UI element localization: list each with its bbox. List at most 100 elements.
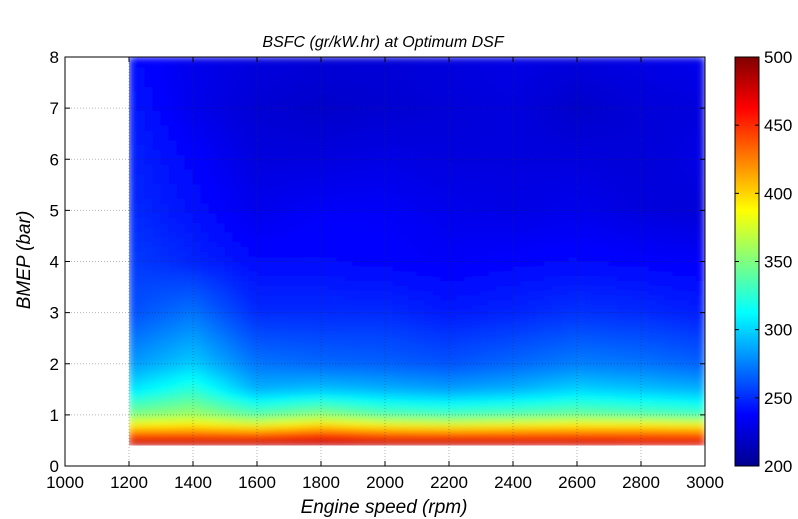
heatmap-cell xyxy=(416,95,426,102)
heatmap-cell xyxy=(272,333,282,340)
heatmap-cell xyxy=(560,362,570,369)
heatmap-cell xyxy=(608,163,618,170)
heatmap-cell xyxy=(264,109,274,116)
heatmap-cell xyxy=(352,250,362,257)
heatmap-cell xyxy=(544,231,554,238)
heatmap-cell xyxy=(440,250,450,257)
heatmap-cell xyxy=(272,284,282,291)
heatmap-cell xyxy=(129,255,138,262)
heatmap-cell xyxy=(592,57,602,63)
heatmap-cell xyxy=(344,265,354,272)
heatmap-cell xyxy=(288,119,298,126)
heatmap-cell xyxy=(424,299,434,306)
heatmap-cell xyxy=(360,362,370,369)
heatmap-cell xyxy=(248,372,258,379)
heatmap-cell xyxy=(520,182,530,189)
heatmap-cell xyxy=(352,119,362,126)
heatmap-cell xyxy=(152,260,162,267)
heatmap-cell xyxy=(280,148,290,155)
heatmap-cell xyxy=(328,221,338,228)
heatmap-cell xyxy=(592,415,602,422)
heatmap-cell xyxy=(200,221,210,228)
heatmap-cell xyxy=(568,139,578,145)
heatmap-cell xyxy=(288,66,298,73)
heatmap-cell xyxy=(408,221,418,228)
heatmap-cell xyxy=(440,129,450,136)
heatmap-cell xyxy=(376,226,386,233)
heatmap-cell xyxy=(168,71,178,77)
heatmap-cell xyxy=(336,80,346,87)
heatmap-cell xyxy=(152,411,162,417)
heatmap-cell xyxy=(368,192,378,199)
heatmap-cell xyxy=(456,148,466,155)
heatmap-cell xyxy=(224,95,234,102)
heatmap-cell xyxy=(512,129,522,136)
heatmap-cell xyxy=(328,197,338,204)
heatmap-cell xyxy=(432,411,442,417)
heatmap-cell xyxy=(216,265,226,272)
heatmap-cell xyxy=(224,143,234,150)
heatmap-cell xyxy=(264,323,274,330)
heatmap-cell xyxy=(384,221,394,228)
heatmap-cell xyxy=(480,411,490,417)
heatmap-cell xyxy=(176,80,186,87)
heatmap-cell xyxy=(224,265,234,272)
heatmap-cell xyxy=(256,100,266,107)
heatmap-cell xyxy=(624,372,634,379)
heatmap-cell xyxy=(208,61,218,68)
heatmap-cell xyxy=(160,289,170,296)
heatmap-cell xyxy=(216,377,226,383)
heatmap-cell xyxy=(448,401,458,408)
heatmap-cell xyxy=(600,401,610,408)
heatmap-cell xyxy=(304,158,314,165)
heatmap-cell xyxy=(352,386,362,393)
heatmap-cell xyxy=(464,279,474,286)
heatmap-cell xyxy=(488,241,498,247)
heatmap-cell xyxy=(456,168,466,175)
heatmap-cell xyxy=(192,75,202,82)
heatmap-cell xyxy=(584,100,594,107)
heatmap-cell xyxy=(368,279,378,286)
heatmap-cell xyxy=(592,411,602,417)
heatmap-cell xyxy=(520,71,530,77)
heatmap-cell xyxy=(216,386,226,393)
heatmap-cell xyxy=(216,245,226,252)
heatmap-cell xyxy=(336,109,346,116)
heatmap-cell xyxy=(376,109,386,116)
heatmap-cell xyxy=(368,236,378,243)
heatmap-cell xyxy=(472,139,482,145)
heatmap-cell xyxy=(160,100,170,107)
heatmap-cell xyxy=(336,61,346,68)
heatmap-cell xyxy=(129,143,138,150)
heatmap-cell xyxy=(184,221,194,228)
heatmap-cell xyxy=(408,119,418,126)
heatmap-cell xyxy=(592,100,602,107)
heatmap-cell xyxy=(416,372,426,379)
heatmap-cell xyxy=(288,357,298,364)
heatmap-cell xyxy=(344,80,354,87)
heatmap-cell xyxy=(528,158,538,165)
heatmap-cell xyxy=(280,129,290,136)
heatmap-cell xyxy=(496,143,506,150)
heatmap-cell xyxy=(472,134,482,141)
heatmap-cell xyxy=(184,163,194,170)
heatmap-cell xyxy=(472,372,482,379)
heatmap-cell xyxy=(129,372,138,379)
heatmap-cell xyxy=(144,148,154,155)
heatmap-cell xyxy=(208,143,218,150)
heatmap-cell xyxy=(272,100,282,107)
heatmap-cell xyxy=(129,80,138,87)
heatmap-cell xyxy=(200,338,210,345)
heatmap-cell xyxy=(440,109,450,116)
heatmap-cell xyxy=(424,95,434,102)
heatmap-cell xyxy=(424,367,434,374)
heatmap-cell xyxy=(168,430,178,437)
heatmap-cell xyxy=(336,440,346,446)
heatmap-cell xyxy=(576,85,586,92)
heatmap-cell xyxy=(232,182,242,189)
heatmap-cell xyxy=(440,158,450,165)
heatmap-cell xyxy=(232,294,242,301)
heatmap-cell xyxy=(424,241,434,247)
heatmap-cell xyxy=(144,85,154,92)
heatmap-cell xyxy=(304,260,314,267)
